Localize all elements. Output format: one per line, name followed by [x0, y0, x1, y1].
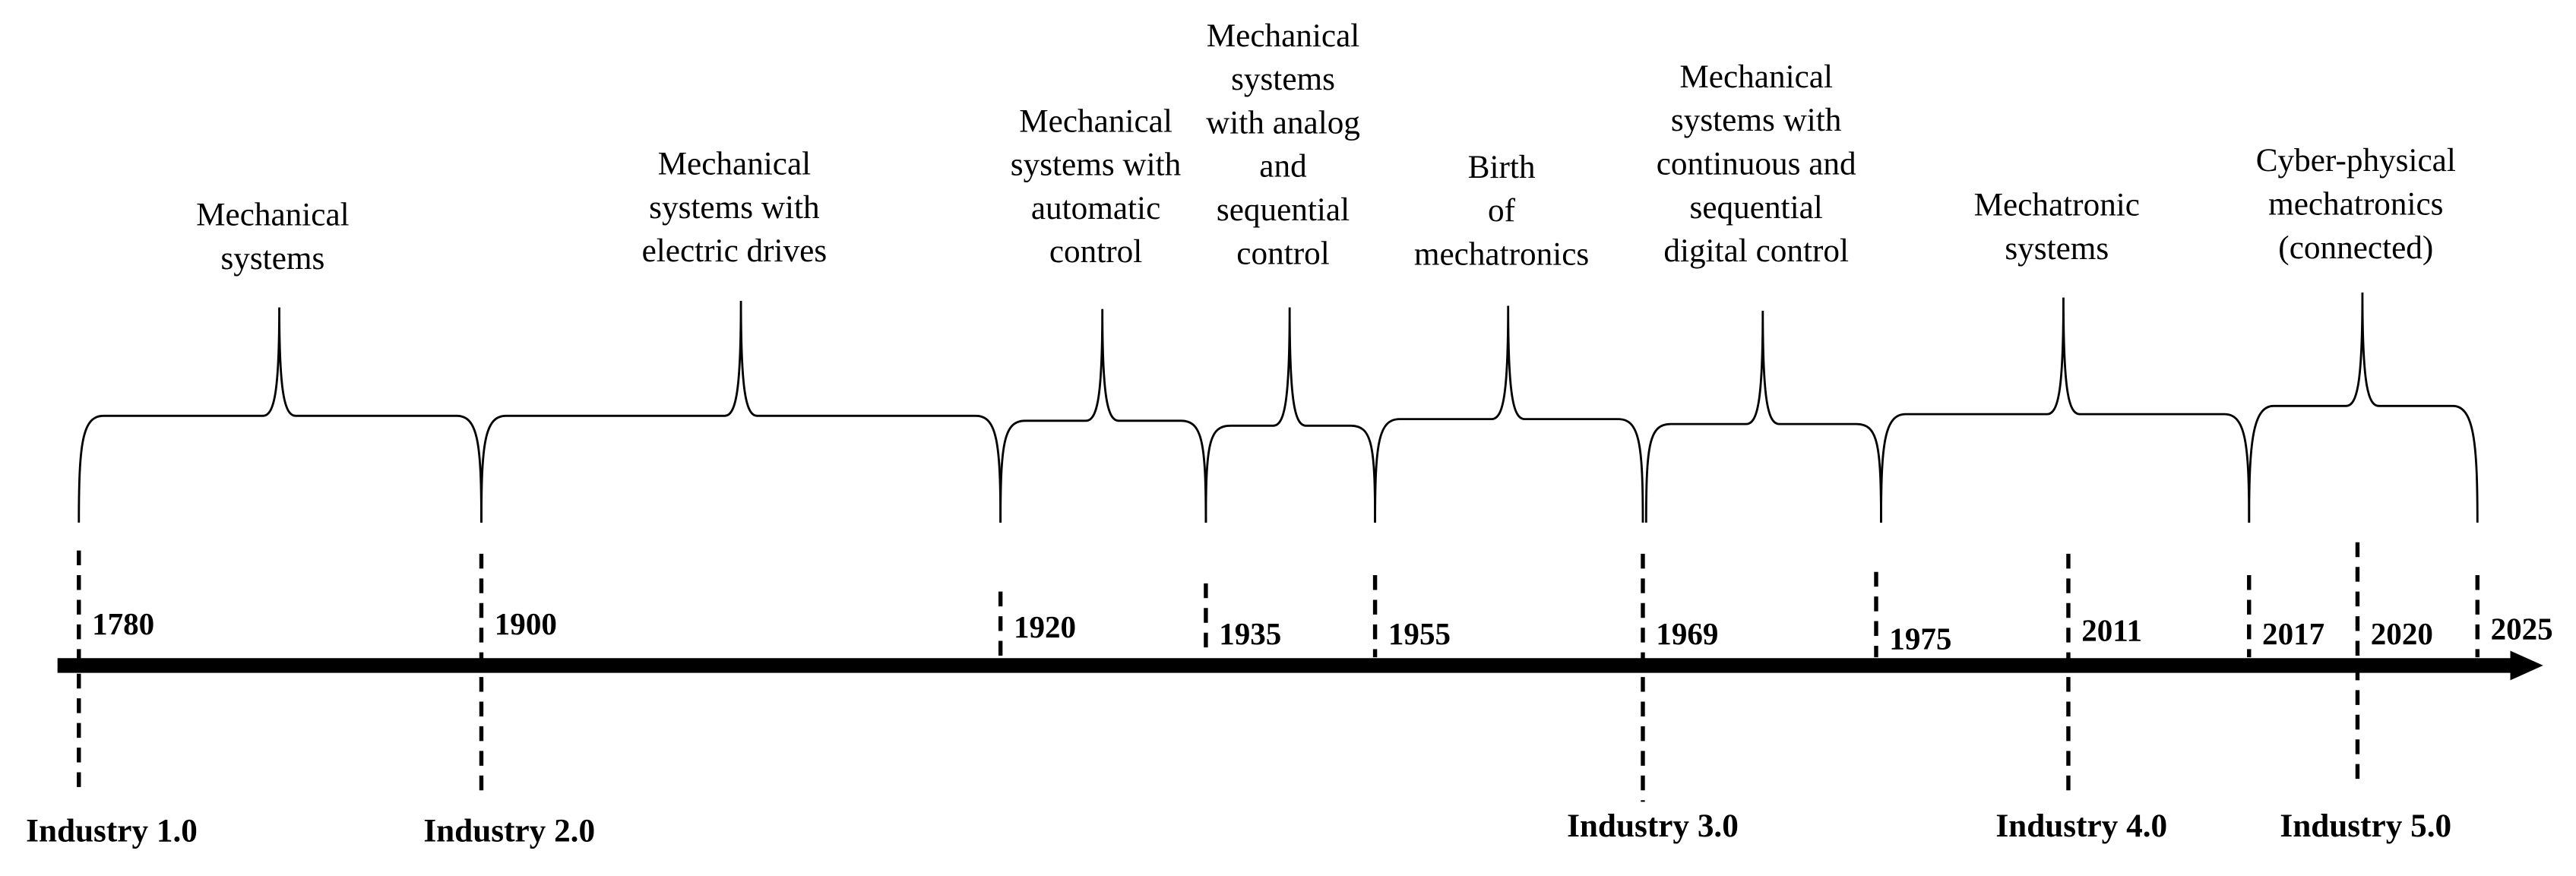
industry-label: Industry 2.0 [423, 812, 595, 849]
year-label: 1969 [1656, 616, 1718, 651]
era-brace [1374, 305, 1644, 523]
era-label: automatic [1031, 190, 1160, 226]
year-label: 1920 [1014, 609, 1076, 644]
era-label: continuous and [1657, 146, 1856, 182]
year-label: 1975 [1889, 621, 1951, 656]
era-brace [2248, 293, 2479, 523]
era-label: systems with [1671, 102, 1842, 138]
era-label: mechatronics [1414, 236, 1589, 272]
industry-label: Industry 3.0 [1567, 808, 1739, 844]
era-label: systems with [1011, 147, 1182, 183]
era-brace [78, 307, 483, 523]
era-label: Mechanical [658, 146, 812, 182]
era-label: (connected) [2278, 229, 2433, 266]
era-label: electric drives [642, 232, 828, 269]
era-label: sequential [1217, 191, 1350, 228]
era-label: sequential [1690, 189, 1823, 226]
year-label: 1955 [1388, 616, 1451, 651]
year-label: 1900 [495, 606, 557, 641]
era-label: Cyber-physical [2256, 142, 2456, 179]
era-label: Mechatronic [1974, 187, 2140, 223]
axis-arrowhead [2510, 650, 2543, 681]
era-label: Mechanical [196, 197, 350, 233]
year-label: 2020 [2371, 616, 2433, 651]
era-label: control [1236, 235, 1329, 271]
era-label: Mechanical [1019, 103, 1172, 139]
era-label: mechatronics [2268, 185, 2443, 222]
year-label: 2011 [2081, 613, 2142, 648]
industry-label: Industry 5.0 [2280, 808, 2451, 844]
era-label: systems with [649, 189, 820, 226]
era-label: Birth [1468, 149, 1536, 185]
era-label: Mechanical [1207, 17, 1360, 54]
year-label: 1780 [92, 606, 154, 641]
era-label: systems [1231, 61, 1335, 97]
era-brace [1644, 310, 1882, 523]
era-brace [1880, 297, 2251, 523]
era-brace [1204, 307, 1376, 523]
era-label: control [1049, 233, 1142, 270]
era-label: digital control [1663, 232, 1849, 269]
era-label: Mechanical [1679, 59, 1833, 95]
era-label: systems [2005, 230, 2109, 267]
era-label: and [1259, 148, 1307, 185]
era-label: with analog [1206, 104, 1360, 141]
era-label: systems [220, 240, 324, 277]
year-label: 1935 [1219, 616, 1281, 651]
era-brace [480, 300, 1002, 523]
era-brace [999, 308, 1207, 523]
era-label: of [1488, 192, 1516, 229]
industry-label: Industry 4.0 [1995, 808, 2167, 844]
year-label: 2025 [2491, 611, 2553, 646]
year-label: 2017 [2262, 616, 2324, 651]
industry-label: Industry 1.0 [26, 812, 198, 849]
